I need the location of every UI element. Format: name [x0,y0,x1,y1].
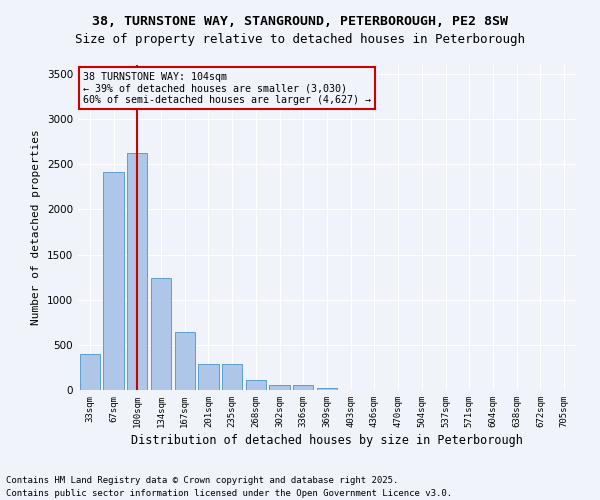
Bar [127,152,148,390]
X-axis label: Distribution of detached houses by size in Peterborough: Distribution of detached houses by size … [131,434,523,447]
Text: Size of property relative to detached houses in Peterborough: Size of property relative to detached ho… [75,32,525,46]
Bar [317,388,337,390]
Bar [199,364,218,390]
Text: Contains HM Land Registry data © Crown copyright and database right 2025.: Contains HM Land Registry data © Crown c… [6,476,398,485]
Bar [246,380,266,390]
Bar [269,385,290,390]
Bar [151,278,171,390]
Bar [222,364,242,390]
Bar [80,354,100,390]
Bar [293,386,313,390]
Y-axis label: Number of detached properties: Number of detached properties [31,130,41,326]
Text: 38, TURNSTONE WAY, STANGROUND, PETERBOROUGH, PE2 8SW: 38, TURNSTONE WAY, STANGROUND, PETERBORO… [92,15,508,28]
Bar [175,332,195,390]
Bar [103,172,124,390]
Text: 38 TURNSTONE WAY: 104sqm
← 39% of detached houses are smaller (3,030)
60% of sem: 38 TURNSTONE WAY: 104sqm ← 39% of detach… [83,72,371,104]
Text: Contains public sector information licensed under the Open Government Licence v3: Contains public sector information licen… [6,488,452,498]
